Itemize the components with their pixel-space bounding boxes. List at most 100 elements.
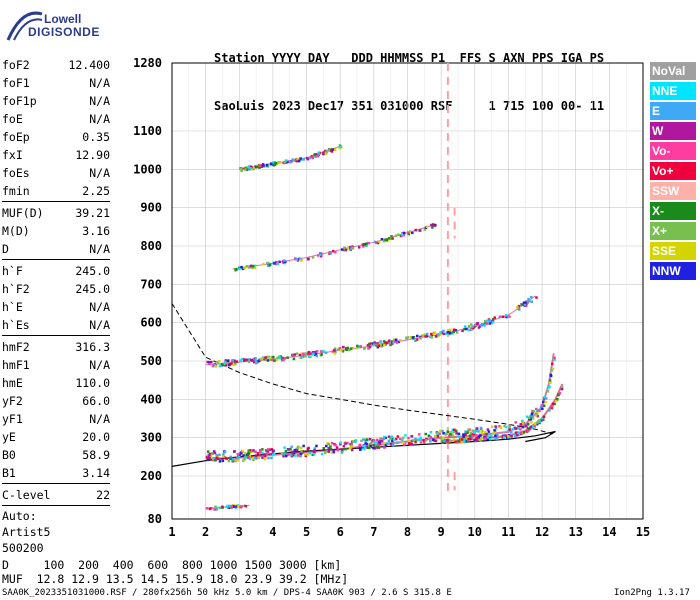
echo-point	[218, 364, 222, 368]
echo-point	[452, 328, 456, 331]
echo-point	[406, 336, 410, 339]
legend-item: E	[650, 102, 696, 120]
legend-item: X-	[650, 202, 696, 220]
echo-point	[519, 423, 522, 426]
echo-point	[363, 346, 367, 350]
echo-point	[376, 343, 379, 347]
echo-point	[376, 345, 380, 349]
echo-point	[489, 438, 492, 441]
muf-row: MUF 12.8 12.9 13.5 14.5 15.9 18.0 23.9 3…	[2, 572, 349, 586]
echo-point	[536, 408, 539, 412]
echo-point	[309, 355, 312, 358]
echo-point	[249, 449, 252, 452]
echo-point	[451, 332, 454, 335]
echo-point	[424, 335, 427, 338]
echo-point	[382, 437, 385, 441]
echo-point	[270, 358, 274, 362]
echo-point	[295, 352, 299, 355]
echo-point	[351, 245, 354, 248]
x-tick-label: 15	[636, 525, 650, 539]
echo-point	[232, 505, 235, 508]
echo-point	[315, 153, 319, 156]
echo-point	[419, 441, 423, 444]
echo-point	[311, 351, 315, 354]
echo-point	[449, 328, 452, 332]
echo-point	[320, 252, 323, 255]
legend-item: Vo+	[650, 162, 696, 180]
echo-point	[216, 506, 219, 510]
echo-point	[516, 431, 520, 434]
divider	[2, 483, 110, 484]
echo-point	[418, 438, 421, 441]
echo-point	[262, 356, 265, 359]
echo-point	[402, 443, 406, 447]
echo-point	[282, 358, 285, 361]
echo-point	[469, 431, 473, 435]
echo-point	[393, 338, 396, 341]
autoscale-program: Artist5	[2, 525, 51, 539]
echo-point	[448, 434, 451, 438]
echo-point	[532, 410, 536, 413]
echo-point	[430, 332, 433, 336]
echo-point	[489, 434, 493, 437]
echo-point	[391, 443, 395, 447]
echo-point	[299, 157, 302, 160]
echo-point	[475, 437, 478, 440]
parameter-panel: foF2 12.400 foF1 N/A foF1p N/A foE N/A foEp 0…	[2, 56, 110, 556]
echo-point	[400, 439, 404, 442]
echo-point	[523, 430, 526, 434]
echo-point	[270, 448, 274, 451]
echo-point	[429, 335, 432, 339]
echo-point	[496, 437, 499, 440]
echo-point	[415, 338, 419, 341]
echo-point	[432, 438, 435, 441]
echo-point	[477, 435, 480, 439]
echo-point	[470, 323, 473, 326]
echo-point	[548, 381, 552, 384]
echo-point	[502, 436, 506, 439]
echo-point	[370, 343, 373, 347]
echo-point	[372, 446, 375, 450]
echo-point	[403, 231, 406, 235]
echo-point	[337, 348, 340, 351]
echo-point	[486, 428, 490, 431]
echo-point	[341, 345, 345, 349]
echo-point	[346, 441, 349, 445]
echo-point	[284, 452, 287, 456]
echo-point	[409, 230, 413, 234]
echo-point	[234, 505, 238, 509]
echo-point	[396, 233, 400, 236]
echo-point	[317, 152, 320, 155]
echo-point	[414, 228, 417, 232]
echo-point	[541, 416, 544, 420]
echo-point	[550, 368, 553, 372]
echo-point	[239, 359, 242, 362]
echo-point	[377, 446, 381, 449]
y-tick-label: 400	[140, 392, 162, 406]
echo-point	[448, 438, 451, 442]
echo-point	[480, 429, 483, 433]
echo-point	[436, 431, 439, 435]
param-row: D N/A	[2, 242, 110, 256]
echo-point	[367, 241, 370, 245]
echo-point	[378, 341, 381, 345]
echo-point	[358, 443, 362, 447]
echo-point	[526, 299, 530, 303]
echo-point	[235, 268, 238, 271]
echo-point	[391, 437, 394, 440]
echo-point	[372, 343, 376, 346]
echo-point	[286, 448, 290, 451]
echo-point	[439, 436, 443, 439]
echo-point	[378, 439, 382, 443]
echo-point	[485, 322, 488, 325]
echo-point	[449, 431, 453, 434]
echo-point	[506, 429, 509, 433]
echo-point	[389, 442, 393, 446]
echo-point	[404, 440, 407, 444]
echo-point	[544, 400, 547, 404]
echo-point	[531, 409, 534, 413]
echo-point	[387, 237, 391, 240]
echo-point	[364, 442, 367, 445]
echo-point	[449, 433, 452, 436]
echo-point	[421, 334, 424, 337]
